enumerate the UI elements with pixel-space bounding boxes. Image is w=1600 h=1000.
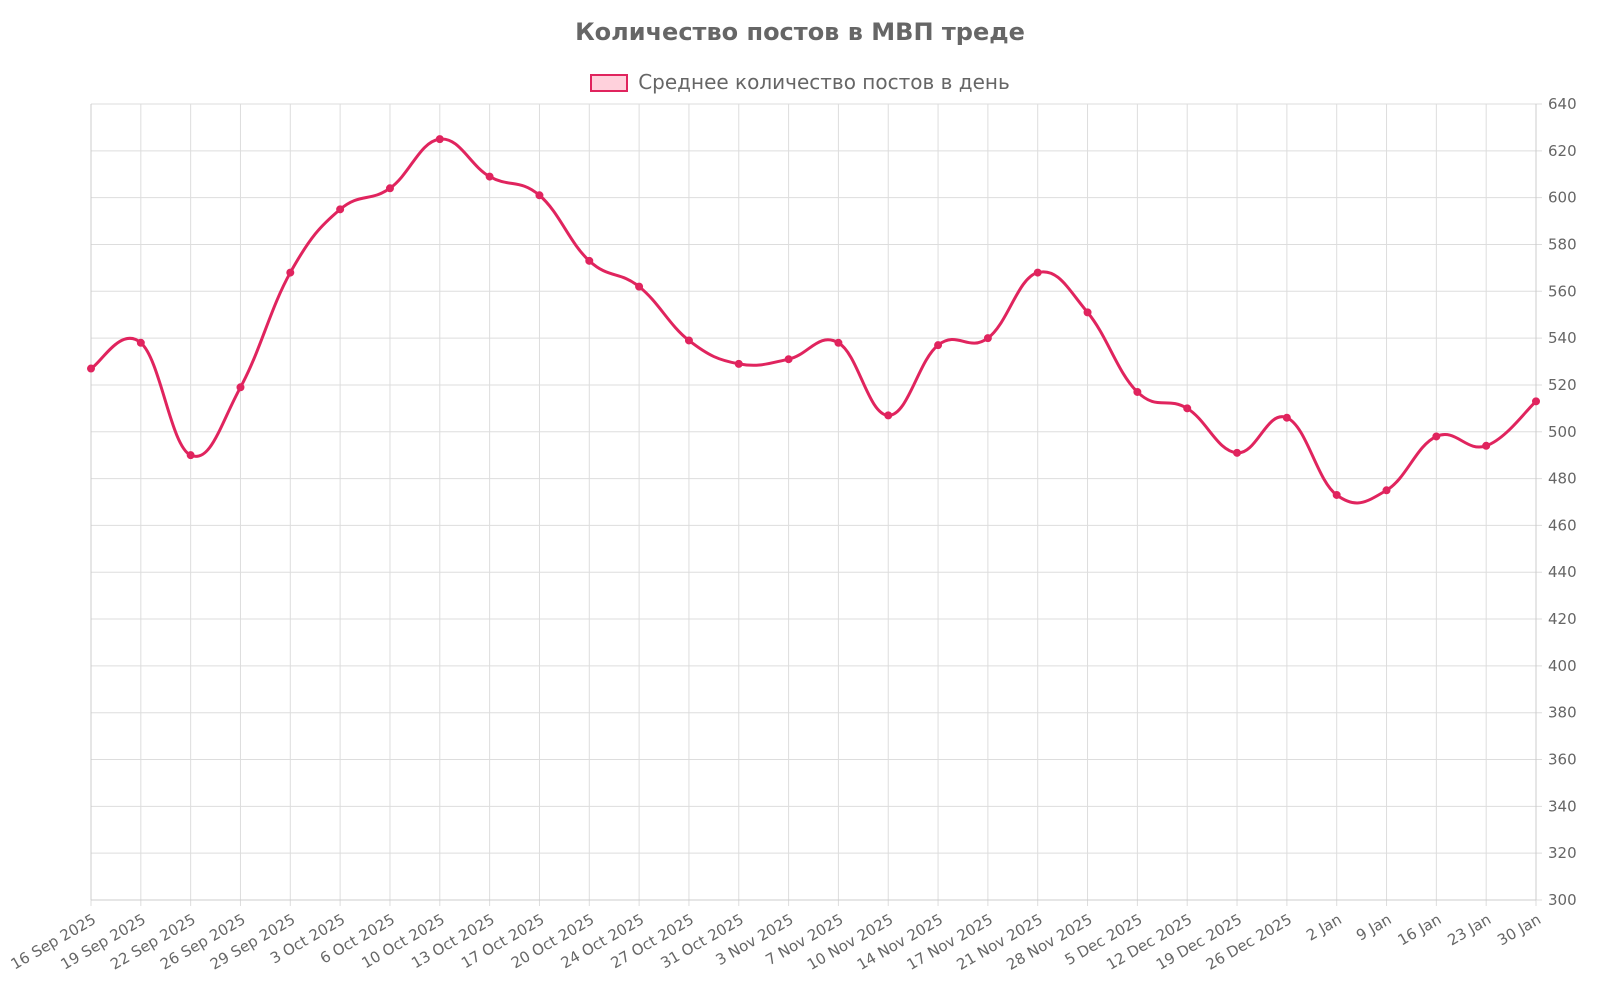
- data-point[interactable]: [236, 383, 245, 392]
- y-tick-label: 320: [1548, 844, 1577, 862]
- data-point[interactable]: [1482, 441, 1491, 450]
- data-point[interactable]: [1083, 308, 1092, 317]
- data-point[interactable]: [784, 355, 793, 364]
- data-point[interactable]: [435, 135, 444, 144]
- y-tick-label: 620: [1548, 142, 1577, 160]
- data-point[interactable]: [884, 411, 893, 420]
- data-point[interactable]: [186, 451, 195, 460]
- y-tick-label: 340: [1548, 797, 1577, 815]
- y-tick-label: 460: [1548, 516, 1577, 534]
- y-tick-label: 400: [1548, 657, 1577, 675]
- data-point[interactable]: [734, 359, 743, 368]
- y-tick-label: 360: [1548, 751, 1577, 769]
- data-point[interactable]: [336, 205, 345, 214]
- chart-title: Количество постов в МВП треде: [575, 18, 1025, 46]
- legend-label: Среднее количество постов в день: [638, 70, 1010, 94]
- data-point[interactable]: [1282, 413, 1291, 422]
- y-tick-label: 420: [1548, 610, 1577, 628]
- data-point[interactable]: [1133, 387, 1142, 396]
- data-point[interactable]: [136, 338, 145, 347]
- y-tick-label: 520: [1548, 376, 1577, 394]
- x-tick-label: 23 Jan: [1444, 910, 1494, 949]
- x-tick-label: 2 Jan: [1303, 910, 1344, 944]
- y-tick-label: 440: [1548, 563, 1577, 581]
- data-point[interactable]: [1532, 397, 1540, 406]
- data-point[interactable]: [934, 341, 943, 350]
- data-point[interactable]: [1233, 448, 1242, 457]
- data-point[interactable]: [834, 338, 843, 347]
- y-tick-label: 600: [1548, 189, 1577, 207]
- y-tick-label: 560: [1548, 282, 1577, 300]
- y-tick-label: 500: [1548, 423, 1577, 441]
- data-point[interactable]: [1183, 404, 1192, 413]
- data-point[interactable]: [535, 191, 544, 200]
- y-tick-label: 580: [1548, 235, 1577, 253]
- chart-legend[interactable]: Среднее количество постов в день: [0, 70, 1600, 94]
- data-point[interactable]: [1382, 486, 1391, 495]
- x-tick-label: 9 Jan: [1353, 910, 1394, 944]
- data-point[interactable]: [286, 268, 295, 277]
- y-tick-label: 480: [1548, 470, 1577, 488]
- x-tick-label: 16 Jan: [1395, 910, 1445, 949]
- data-point[interactable]: [684, 336, 693, 345]
- legend-swatch: [590, 74, 629, 92]
- series-line: [90, 137, 1538, 505]
- data-point[interactable]: [87, 364, 95, 373]
- data-point[interactable]: [1033, 268, 1042, 277]
- data-point[interactable]: [385, 184, 394, 193]
- y-tick-label: 300: [1548, 891, 1577, 909]
- y-tick-label: 380: [1548, 704, 1577, 722]
- data-point[interactable]: [983, 334, 992, 343]
- y-tick-label: 540: [1548, 329, 1577, 347]
- data-point[interactable]: [635, 282, 644, 291]
- data-point[interactable]: [485, 172, 494, 181]
- y-tick-label: 640: [1548, 95, 1577, 113]
- x-tick-label: 30 Jan: [1494, 910, 1544, 949]
- data-point[interactable]: [1332, 490, 1341, 499]
- data-point[interactable]: [1432, 432, 1441, 441]
- data-point[interactable]: [585, 256, 594, 265]
